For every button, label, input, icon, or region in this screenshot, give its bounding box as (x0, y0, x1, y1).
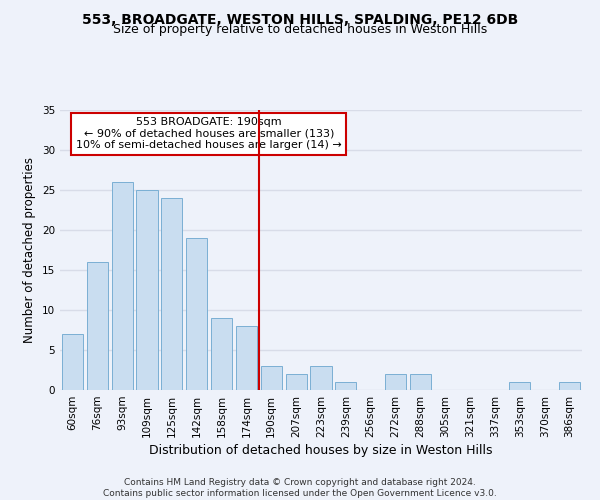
Y-axis label: Number of detached properties: Number of detached properties (23, 157, 37, 343)
Bar (385, 374, 406, 390)
Bar (211, 318, 232, 390)
Bar (112, 182, 133, 390)
Bar (310, 366, 332, 390)
X-axis label: Distribution of detached houses by size in Weston Hills: Distribution of detached houses by size … (149, 444, 493, 457)
Bar (161, 198, 182, 390)
Bar (335, 382, 356, 390)
Bar (410, 374, 431, 390)
Bar (509, 382, 530, 390)
Bar (559, 382, 580, 390)
Bar (236, 326, 257, 390)
Bar (62, 334, 83, 390)
Bar (261, 366, 282, 390)
Bar (286, 374, 307, 390)
Bar (186, 238, 207, 390)
Text: 553 BROADGATE: 190sqm
← 90% of detached houses are smaller (133)
10% of semi-det: 553 BROADGATE: 190sqm ← 90% of detached … (76, 117, 341, 150)
Text: 553, BROADGATE, WESTON HILLS, SPALDING, PE12 6DB: 553, BROADGATE, WESTON HILLS, SPALDING, … (82, 12, 518, 26)
Text: Contains HM Land Registry data © Crown copyright and database right 2024.
Contai: Contains HM Land Registry data © Crown c… (103, 478, 497, 498)
Text: Size of property relative to detached houses in Weston Hills: Size of property relative to detached ho… (113, 22, 487, 36)
Bar (136, 190, 158, 390)
Bar (87, 262, 108, 390)
